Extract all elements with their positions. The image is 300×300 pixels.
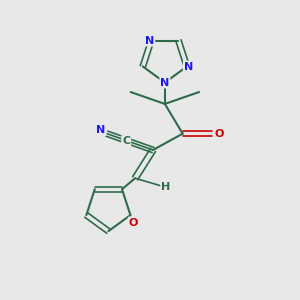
Text: N: N: [184, 61, 193, 71]
Text: O: O: [214, 129, 224, 139]
Text: H: H: [161, 182, 170, 192]
Text: N: N: [160, 77, 170, 88]
Text: C: C: [122, 136, 130, 146]
Text: N: N: [145, 36, 154, 46]
Text: O: O: [129, 218, 138, 228]
Text: N: N: [96, 125, 106, 135]
